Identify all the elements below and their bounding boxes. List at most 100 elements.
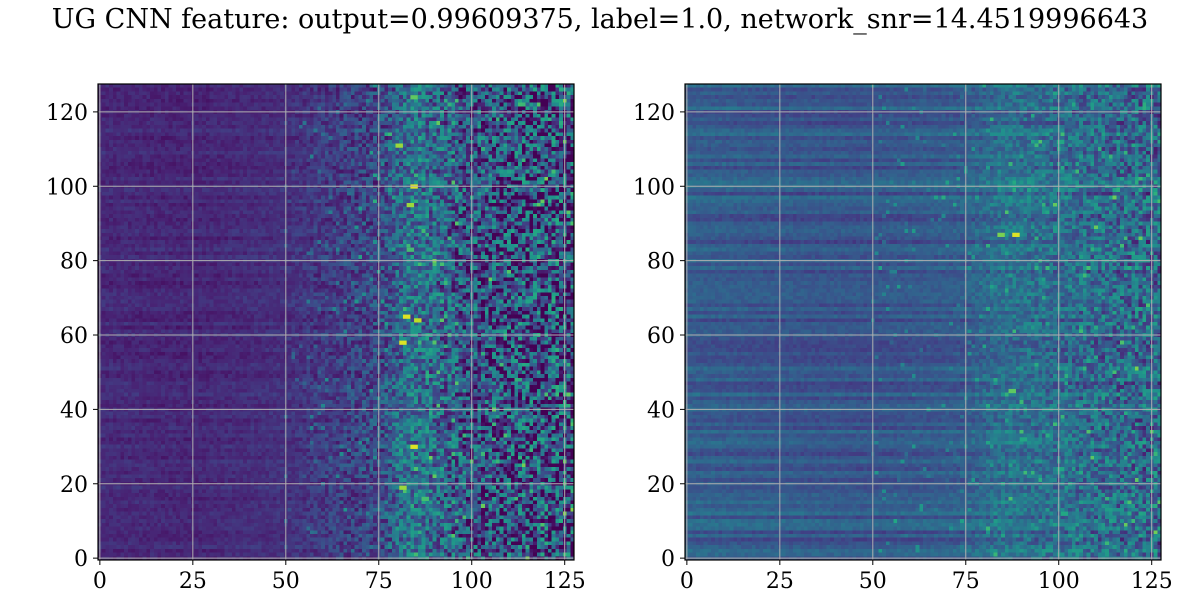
heatmap-cell xyxy=(321,88,325,92)
heatmap-cell xyxy=(258,99,262,103)
heatmap-cell xyxy=(113,88,117,92)
heatmap-cell xyxy=(250,88,254,92)
heatmap-cell xyxy=(243,95,247,99)
heatmap-cell xyxy=(269,88,273,92)
heatmap-cell xyxy=(198,91,202,95)
heatmap-cell xyxy=(548,88,552,92)
heatmap-cell xyxy=(396,106,400,110)
heatmap-cell xyxy=(444,84,448,88)
heatmap-cell xyxy=(440,88,444,92)
heatmap-cell xyxy=(161,106,165,110)
heatmap-cell xyxy=(195,88,199,92)
heatmap-cell xyxy=(213,91,217,95)
heatmap-cell xyxy=(254,103,258,107)
heatmap-cell xyxy=(474,84,478,88)
heatmap-cell xyxy=(347,88,351,92)
heatmap-cell xyxy=(358,91,362,95)
heatmap-cell xyxy=(258,106,262,110)
heatmap-cell xyxy=(314,99,318,103)
heatmap-cell xyxy=(202,91,206,95)
heatmap-cell xyxy=(507,91,511,95)
heatmap-cell xyxy=(131,88,135,92)
heatmap-cell xyxy=(518,95,522,99)
heatmap-cell xyxy=(418,95,422,99)
heatmap-cell xyxy=(485,103,489,107)
heatmap-cell xyxy=(507,106,511,110)
heatmap-cell xyxy=(169,99,173,103)
heatmap-cell xyxy=(526,88,530,92)
heatmap-cell xyxy=(273,95,277,99)
heatmap-cell xyxy=(496,103,500,107)
heatmap-cell xyxy=(552,103,556,107)
heatmap-cell xyxy=(314,88,318,92)
heatmap-cell xyxy=(422,106,426,110)
heatmap-cell xyxy=(139,106,143,110)
heatmap-cell xyxy=(533,99,537,103)
heatmap-cell xyxy=(154,95,158,99)
heatmap-cell xyxy=(515,106,519,110)
heatmap-cell xyxy=(146,88,150,92)
heatmap-cell xyxy=(120,99,124,103)
heatmap-cell xyxy=(485,91,489,95)
heatmap-cell xyxy=(518,91,522,95)
heatmap-cell xyxy=(310,103,314,107)
heatmap-cell xyxy=(529,103,533,107)
heatmap-cell xyxy=(258,88,262,92)
heatmap-cell xyxy=(429,95,433,99)
heatmap-cell xyxy=(503,95,507,99)
heatmap-cell xyxy=(187,91,191,95)
heatmap-cell xyxy=(496,106,500,110)
heatmap-cell xyxy=(254,91,258,95)
heatmap-cell xyxy=(436,84,440,88)
heatmap-cell xyxy=(128,91,132,95)
heatmap-cell xyxy=(567,91,571,95)
heatmap-cell xyxy=(321,106,325,110)
heatmap-cell xyxy=(299,106,303,110)
heatmap-cell xyxy=(559,91,563,95)
heatmap-cell xyxy=(422,84,426,88)
heatmap-cell xyxy=(559,106,563,110)
heatmap-cell xyxy=(373,88,377,92)
heatmap-cell xyxy=(474,91,478,95)
heatmap-cell xyxy=(213,106,217,110)
heatmap-cell xyxy=(120,95,124,99)
heatmap-cell xyxy=(321,99,325,103)
heatmap-cell xyxy=(236,106,240,110)
heatmap-cell xyxy=(210,84,214,88)
heatmap-cell xyxy=(158,103,162,107)
heatmap-cell xyxy=(418,106,422,110)
heatmap-cell xyxy=(433,99,437,103)
heatmap-cell xyxy=(462,84,466,88)
heatmap-cell xyxy=(343,88,347,92)
heatmap-cell xyxy=(425,88,429,92)
heatmap-cell xyxy=(150,84,154,88)
heatmap-cell xyxy=(548,91,552,95)
heatmap-cell xyxy=(291,99,295,103)
heatmap-cell xyxy=(120,106,124,110)
heatmap-cell xyxy=(120,103,124,107)
heatmap-cell xyxy=(436,106,440,110)
heatmap-cell xyxy=(146,103,150,107)
heatmap-cell xyxy=(399,91,403,95)
heatmap-cell xyxy=(277,103,281,107)
heatmap-cell xyxy=(102,106,106,110)
heatmap-cell xyxy=(239,99,243,103)
heatmap-cell xyxy=(117,91,121,95)
heatmap-cell xyxy=(369,84,373,88)
heatmap-cell xyxy=(340,103,344,107)
heatmap-cell xyxy=(120,88,124,92)
heatmap-cell xyxy=(288,106,292,110)
heatmap-cell xyxy=(336,99,340,103)
heatmap-cell xyxy=(198,99,202,103)
heatmap-cell xyxy=(329,84,333,88)
heatmap-cell xyxy=(347,103,351,107)
heatmap-cell xyxy=(414,84,418,88)
heatmap-cell xyxy=(306,95,310,99)
heatmap-cell xyxy=(399,84,403,88)
heatmap-cell xyxy=(369,106,373,110)
heatmap-cell xyxy=(176,91,180,95)
heatmap-cell xyxy=(518,88,522,92)
heatmap-cell xyxy=(213,103,217,107)
heatmap-cell xyxy=(239,95,243,99)
heatmap-cell xyxy=(429,91,433,95)
